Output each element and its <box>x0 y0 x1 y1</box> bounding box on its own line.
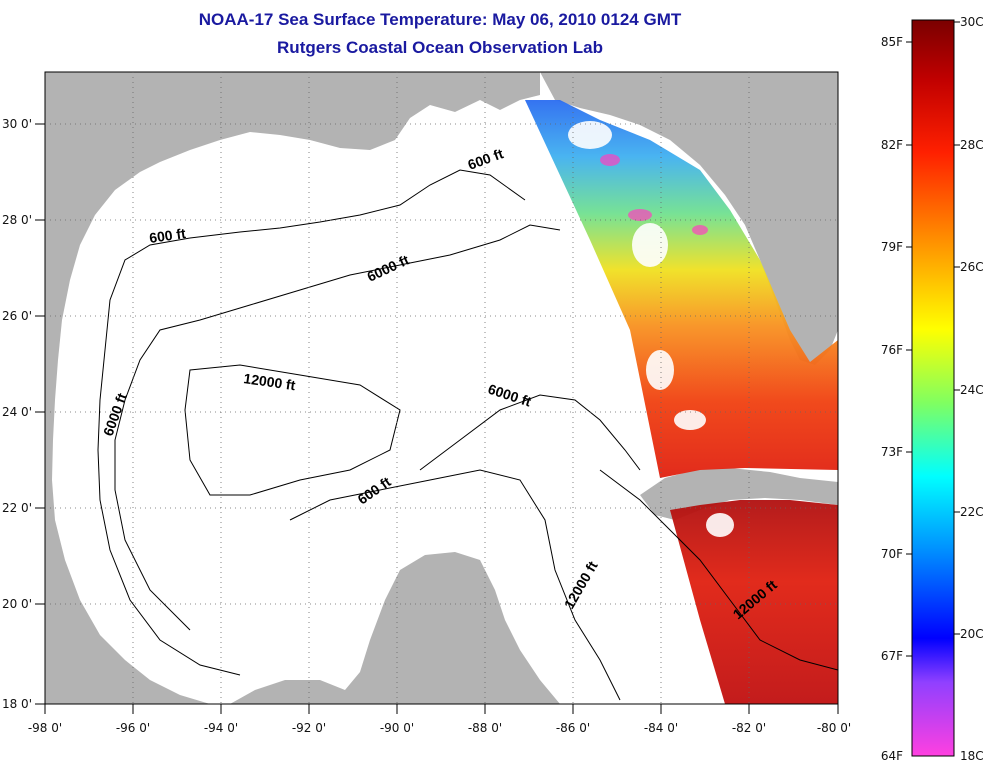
bathymetry-contours <box>97 169 838 701</box>
lat-tick-label: 24 0' <box>2 405 32 419</box>
colorbar-f-label: 79F <box>881 240 903 254</box>
cloud-patches <box>568 121 734 537</box>
colorbar-c-label: 26C <box>960 260 984 274</box>
graticule <box>45 72 838 704</box>
colorbar <box>911 19 955 757</box>
colorbar-f-label: 73F <box>881 445 903 459</box>
lon-tick-label: -84 0' <box>644 721 678 735</box>
contour-6000ft-west <box>114 224 561 631</box>
lat-tick-label: 22 0' <box>2 501 32 515</box>
lon-tick-label: -80 0' <box>817 721 851 735</box>
lat-tick-label: 26 0' <box>2 309 32 323</box>
lon-tick-label: -86 0' <box>556 721 590 735</box>
map-title: NOAA-17 Sea Surface Temperature: May 06,… <box>198 10 682 29</box>
axis-tick-marks <box>35 123 839 714</box>
contour-label: 12000 ft <box>243 370 297 393</box>
lat-tick-label: 18 0' <box>2 697 32 711</box>
lon-tick-label: -88 0' <box>468 721 502 735</box>
lat-tick-label: 30 0' <box>2 117 32 131</box>
colorbar-c-label: 20C <box>960 627 984 641</box>
colorbar-f-label: 85F <box>881 35 903 49</box>
land-us-gulf-coast <box>45 72 540 704</box>
map-frame <box>44 71 839 705</box>
lat-tick-label: 20 0' <box>2 597 32 611</box>
colorbar-c-label: 30C <box>960 15 984 29</box>
colorbar-f-label: 67F <box>881 649 903 663</box>
map-subtitle: Rutgers Coastal Ocean Observation Lab <box>277 38 603 57</box>
colorbar-f-label: 64F <box>881 749 903 763</box>
colorbar-ticks <box>906 21 960 657</box>
cold-pixel-patches <box>600 154 708 235</box>
contour-12000ft-south <box>599 469 838 671</box>
land-yucatan <box>230 552 560 704</box>
colorbar-f-label: 70F <box>881 547 903 561</box>
lon-tick-label: -82 0' <box>732 721 766 735</box>
sst-swath-south <box>670 500 838 704</box>
lon-tick-label: -92 0' <box>292 721 326 735</box>
colorbar-c-label: 24C <box>960 383 984 397</box>
lon-tick-label: -94 0' <box>204 721 238 735</box>
contour-12000ft <box>184 364 401 496</box>
colorbar-c-label: 22C <box>960 505 984 519</box>
colorbar-c-label: 28C <box>960 138 984 152</box>
contour-600ft-shelf <box>97 169 526 676</box>
lon-tick-label: -96 0' <box>116 721 150 735</box>
contour-label: 600 ft <box>148 225 187 246</box>
contour-600ft-yucatan <box>289 469 621 701</box>
colorbar-c-label: 18C <box>960 749 984 763</box>
lat-tick-label: 28 0' <box>2 213 32 227</box>
sst-swath-east <box>525 100 838 478</box>
lon-tick-label: -90 0' <box>380 721 414 735</box>
colorbar-f-label: 76F <box>881 343 903 357</box>
lon-tick-label: -98 0' <box>28 721 62 735</box>
contour-6000ft-east <box>419 394 641 471</box>
land-florida <box>540 72 838 365</box>
colorbar-f-label: 82F <box>881 138 903 152</box>
